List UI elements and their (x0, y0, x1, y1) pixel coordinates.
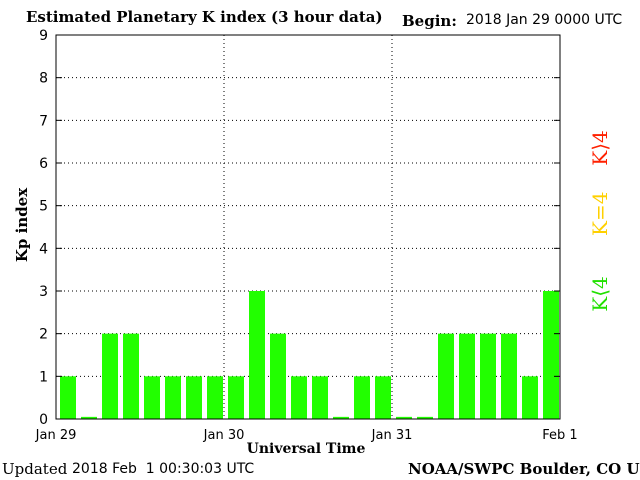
x-tick-label: Feb 1 (542, 428, 577, 443)
y-tick-label: 7 (39, 113, 48, 129)
kp-bar (186, 376, 202, 419)
kp-bar (438, 333, 454, 419)
kp-bar (354, 376, 370, 419)
legend-k-greater-4: K⟩4 (588, 130, 612, 166)
kp-bar (144, 376, 160, 419)
kp-bar (312, 376, 328, 419)
kp-bar (480, 333, 496, 419)
y-axis-label: Kp index (13, 187, 31, 262)
y-tick-label: 1 (39, 369, 48, 385)
kp-bar (459, 333, 475, 419)
kp-bar (207, 376, 223, 419)
updated-label: Updated (2, 460, 68, 478)
y-tick-label: 5 (39, 199, 48, 215)
kp-bar (228, 376, 244, 419)
x-tick-label: Jan 29 (35, 428, 77, 443)
plot-frame (55, 34, 561, 420)
kp-bar (543, 291, 559, 419)
x-axis-label: Universal Time (247, 441, 366, 457)
updated-value: 2018 Feb 1 00:30:03 UTC (72, 461, 255, 477)
kp-bar (522, 376, 538, 419)
kp-bar (417, 416, 433, 419)
begin-label: Begin: (402, 12, 457, 30)
kp-bar (249, 291, 265, 419)
kp-bar (81, 416, 97, 419)
begin-value: 2018 Jan 29 0000 UTC (466, 12, 623, 28)
legend-k-equal-4: K=4 (588, 191, 612, 236)
kp-bar (375, 376, 391, 419)
kp-bar (333, 416, 349, 419)
y-tick-label: 2 (39, 327, 48, 343)
kp-bar (501, 333, 517, 419)
kp-bar (123, 333, 139, 419)
y-tick-label: 3 (39, 284, 48, 300)
kp-bar (60, 376, 76, 419)
y-tick-label: 8 (39, 71, 48, 87)
y-tick-label: 6 (39, 156, 48, 172)
kp-bar (270, 333, 286, 419)
source-credit: NOAA/SWPC Boulder, CO USA (408, 460, 640, 478)
y-tick-label: 9 (39, 28, 48, 44)
chart-title: Estimated Planetary K index (3 hour data… (26, 8, 383, 26)
y-tick-label: 0 (39, 412, 48, 428)
kp-bar (396, 416, 412, 419)
x-tick-label: Jan 31 (371, 428, 413, 443)
y-tick-label: 4 (39, 241, 48, 257)
kp-bar (165, 376, 181, 419)
kp-bar (102, 333, 118, 419)
legend-k-less-4: K⟨4 (588, 276, 612, 312)
x-tick-label: Jan 30 (203, 428, 245, 443)
kp-bar (291, 376, 307, 419)
